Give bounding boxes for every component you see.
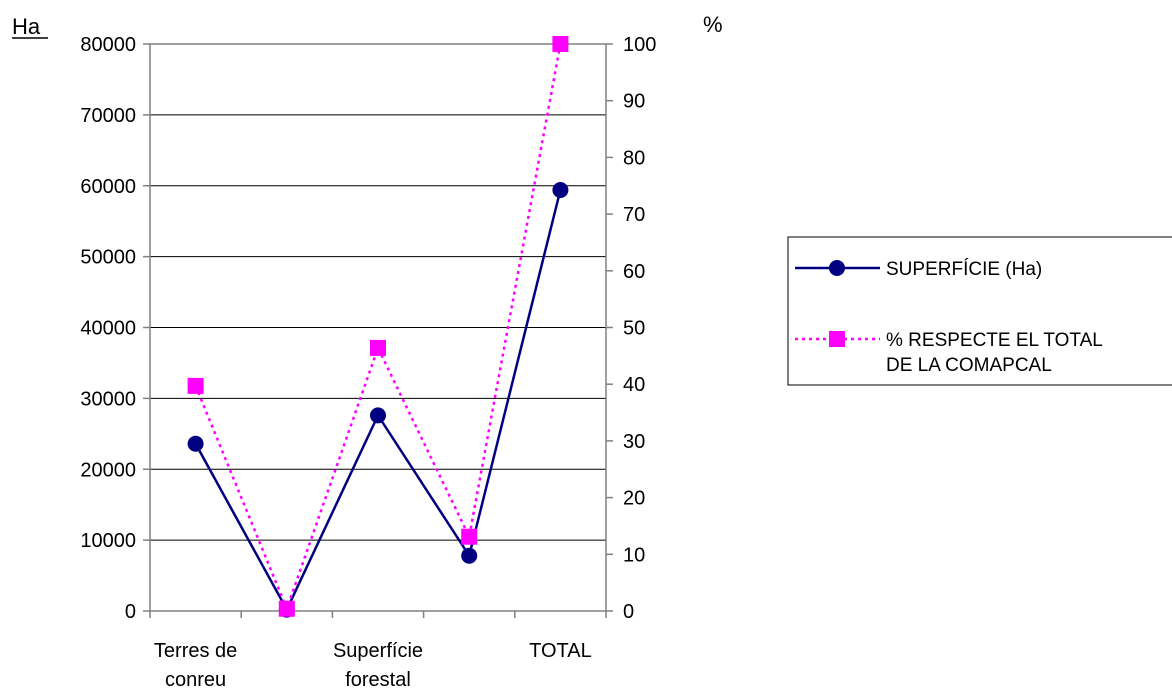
data-point-1 (187, 377, 204, 394)
legend-box (787, 236, 1172, 386)
left-tick-label: 50000 (80, 247, 136, 269)
x-axis: Terres de conreu Superfície forestal TOTAL (149, 611, 607, 691)
right-tick-label: 10 (623, 544, 645, 566)
data-point-0 (552, 182, 569, 199)
legend-label-percent-line1: % RESPECTE EL TOTAL (886, 330, 1103, 351)
left-tick-label: 80000 (80, 34, 136, 56)
left-tick-label: 0 (125, 601, 136, 623)
left-tick-label: 30000 (80, 388, 136, 410)
right-tick-label: 70 (623, 204, 645, 226)
right-tick-label: 100 (623, 34, 656, 56)
legend: SUPERFÍCIE (Ha) % RESPECTE EL TOTAL DE L… (787, 236, 1172, 386)
right-tick-label: 20 (623, 488, 645, 510)
left-y-axis: 0 10000 20000 30000 40000 50000 60000 70000 8000… (80, 34, 150, 623)
left-tick-label: 20000 (80, 459, 136, 481)
data-point-0 (187, 435, 204, 452)
right-tick-label: 50 (623, 318, 645, 340)
series-line-0 (194, 189, 562, 613)
legend-label-superficie: SUPERFÍCIE (Ha) (886, 259, 1042, 280)
series-layer (187, 36, 569, 618)
x-tick-label: TOTAL (529, 640, 592, 662)
x-tick-label: Terres de conreu (154, 640, 237, 691)
gridlines (150, 114, 606, 541)
series-line-1 (194, 43, 562, 613)
right-axis-title: % (703, 12, 723, 37)
right-tick-label: 90 (623, 91, 645, 113)
left-tick-label: 40000 (80, 318, 136, 340)
data-point-1 (278, 600, 295, 617)
data-point-1 (370, 339, 386, 356)
left-tick-label: 70000 (80, 105, 136, 127)
left-axis-title: Ha (12, 14, 41, 39)
data-point-1 (461, 528, 478, 545)
data-point-0 (461, 547, 478, 564)
x-tick-label: Superfície forestal (333, 640, 423, 691)
right-tick-label: 0 (623, 601, 634, 623)
left-tick-label: 60000 (80, 176, 136, 198)
right-tick-label: 60 (623, 261, 645, 283)
legend-label-percent-line2: DE LA COMAPCAL (886, 355, 1052, 376)
right-y-axis: 0 10 20 30 40 50 60 70 80 90 100 (606, 34, 656, 623)
right-tick-label: 30 (623, 431, 645, 453)
legend-marker-superficie (829, 260, 845, 276)
data-point-1 (552, 36, 569, 52)
right-tick-label: 80 (623, 147, 645, 169)
right-tick-label: 40 (623, 374, 645, 396)
legend-marker-percent (829, 331, 845, 347)
data-point-0 (370, 407, 386, 424)
left-tick-label: 10000 (80, 530, 136, 552)
